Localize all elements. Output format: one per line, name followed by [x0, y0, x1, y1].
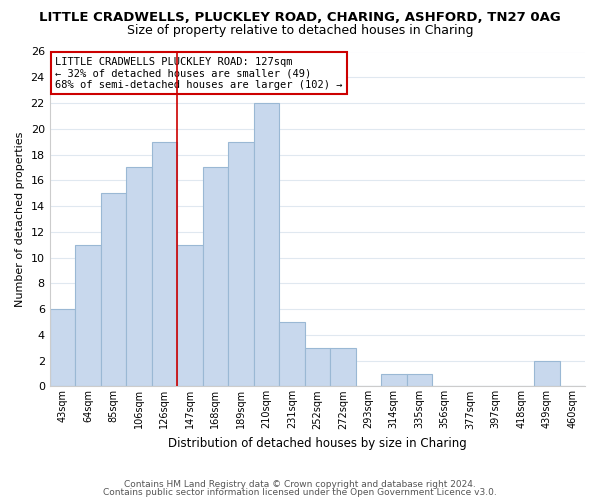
Bar	[305, 348, 330, 387]
Bar	[228, 142, 254, 386]
Text: Size of property relative to detached houses in Charing: Size of property relative to detached ho…	[127, 24, 473, 37]
Bar	[203, 168, 228, 386]
Bar	[152, 142, 177, 386]
Bar	[407, 374, 432, 386]
Text: Contains HM Land Registry data © Crown copyright and database right 2024.: Contains HM Land Registry data © Crown c…	[124, 480, 476, 489]
Text: LITTLE CRADWELLS PLUCKLEY ROAD: 127sqm
← 32% of detached houses are smaller (49): LITTLE CRADWELLS PLUCKLEY ROAD: 127sqm ←…	[55, 56, 343, 90]
X-axis label: Distribution of detached houses by size in Charing: Distribution of detached houses by size …	[168, 437, 467, 450]
Bar	[177, 244, 203, 386]
Text: Contains public sector information licensed under the Open Government Licence v3: Contains public sector information licen…	[103, 488, 497, 497]
Text: LITTLE CRADWELLS, PLUCKLEY ROAD, CHARING, ASHFORD, TN27 0AG: LITTLE CRADWELLS, PLUCKLEY ROAD, CHARING…	[39, 11, 561, 24]
Bar	[279, 322, 305, 386]
Bar	[50, 309, 75, 386]
Bar	[381, 374, 407, 386]
Bar	[75, 244, 101, 386]
Bar	[534, 360, 560, 386]
Bar	[330, 348, 356, 387]
Bar	[254, 103, 279, 387]
Bar	[126, 168, 152, 386]
Y-axis label: Number of detached properties: Number of detached properties	[15, 132, 25, 306]
Bar	[101, 193, 126, 386]
